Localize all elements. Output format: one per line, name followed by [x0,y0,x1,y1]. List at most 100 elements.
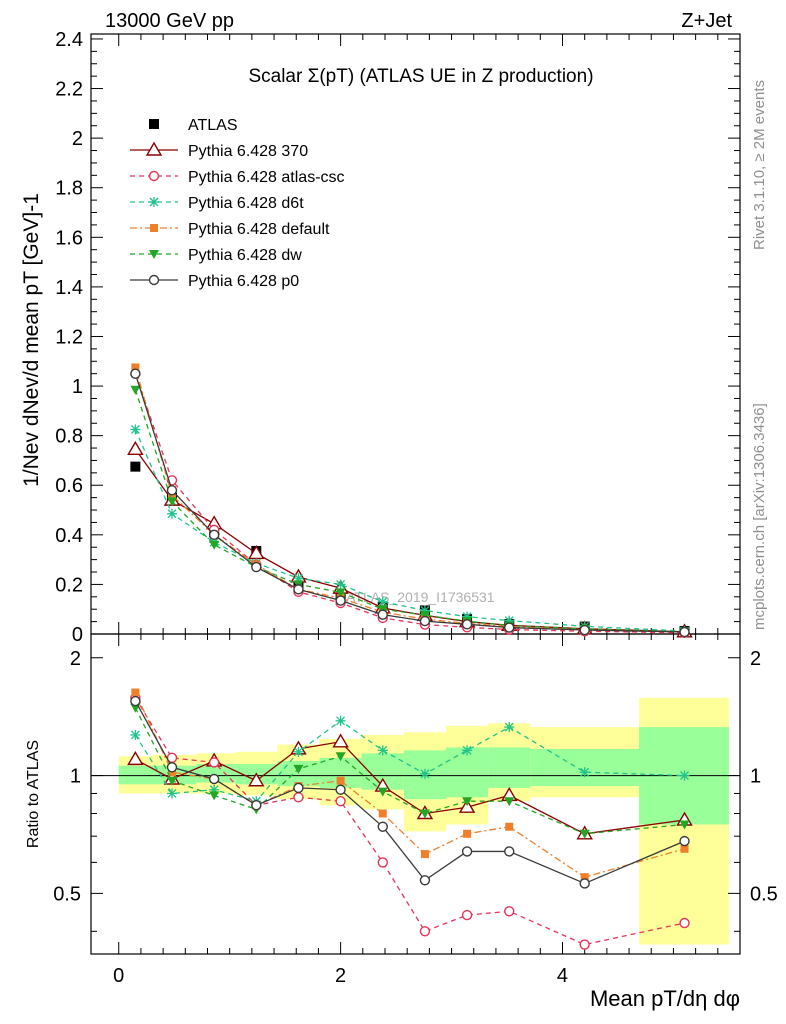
ratio-point [579,878,590,889]
legend-marker-stroke [149,197,159,207]
ratio-point [462,745,473,756]
y-tick-label: 1.6 [55,227,83,249]
ratio-series-2-group [130,715,690,807]
ratio-point [419,809,430,819]
ratio-point [377,787,388,797]
data-point [335,579,346,590]
ratio-point [378,809,387,818]
ratio-point [335,784,346,795]
ratio-point [377,821,388,832]
ratio-point [679,770,690,781]
data-point [166,484,178,496]
ratio-y-tick-label: 1 [70,766,81,788]
ratio-green-band [488,747,531,788]
series-line [134,429,685,632]
ratio-point [166,788,177,799]
ratio-point [680,844,689,853]
series-line [134,389,685,633]
ratio-point [127,750,144,766]
ratio-point [251,800,262,811]
ratio-point [293,764,304,774]
y-tick-label: 0.2 [55,574,83,596]
data-point [335,595,346,606]
data-point-stroke [130,424,140,434]
ratio-point [208,773,220,785]
ratio-point [504,722,515,733]
legend-label: Pythia 6.428 370 [188,143,308,160]
ratio-point-stroke [130,730,140,740]
y-tick-label: 2 [72,128,83,150]
ratio-point [504,906,515,917]
ratio-point-stroke [680,771,689,781]
legend-entry: Pythia 6.428 dw [130,247,302,264]
ratio-point [208,757,220,768]
ratio-point [131,688,140,697]
ratio-point [504,846,515,857]
ratio-line [135,741,685,835]
data-point [208,529,220,541]
ratio-y-axis-label: Ratio to ATLAS [25,740,42,848]
ratio-line [134,700,685,885]
ratio-point [580,873,589,882]
ratio-series-5-group [130,695,690,889]
ratio-green-band [118,765,153,785]
ratio-point [579,767,590,778]
data-point [377,596,388,607]
ratio-y-tick-label-right: 0.5 [750,883,778,905]
y-tick-label: 1 [72,376,83,398]
ratio-point [579,939,590,950]
ratio-y-tick-label-right: 1 [750,766,761,788]
ratio-point-stroke [462,745,472,755]
legend-label: Pythia 6.428 atlas-csc [188,169,345,186]
ratio-line [134,720,685,802]
series-line [134,373,685,634]
x-tick-label: 2 [335,965,346,987]
ratio-point [458,798,476,813]
ratio-point [166,762,178,773]
ratio-point-stroke [293,747,303,757]
data-point [251,561,262,573]
ratio-line [134,707,685,835]
legend-label: Pythia 6.428 p0 [188,273,299,290]
y-tick-label: 2.2 [55,79,83,101]
ratio-point [335,796,346,807]
x-tick-label: 4 [557,965,568,987]
legend-marker [145,141,163,156]
data-point [131,363,140,372]
ratio-point-stroke [504,722,514,732]
ratio-point [679,917,690,929]
ratio-point [336,776,345,785]
data-point [130,461,141,472]
ratio-point [420,850,429,859]
ratio-point-stroke [336,716,346,726]
data-point [579,624,590,636]
ratio-point-stroke [580,767,590,777]
data-point [504,622,515,633]
legend-marker [149,119,159,129]
legend-marker [149,197,159,207]
series-6-group [130,368,690,638]
legend-entry: ATLAS [149,117,238,134]
ratio-point [462,797,473,807]
data-point [130,424,141,435]
data-point [293,584,304,595]
ratio-point [419,875,431,886]
y-tick-label: 2.4 [55,29,83,51]
data-point-stroke [378,597,388,607]
ratio-point [293,792,304,803]
data-point-stroke [167,509,177,519]
y-tick-label: 0 [72,624,83,646]
y-tick-label: 1.8 [55,178,83,200]
ratio-point-stroke [167,789,177,798]
chart-title: Scalar Σ(pT) (ATLAS UE in Z production) [248,66,593,87]
ratio-point [209,791,220,801]
ratio-y-tick-label-right: 2 [750,648,761,670]
ratio-y-tick-label: 0.5 [53,883,81,905]
legend-entry: Pythia 6.428 default [130,221,330,238]
ratio-y-tick-label: 2 [70,648,81,670]
ratio-plot-frame [90,633,741,955]
ratio-point-stroke [378,745,388,755]
main-y-axis-label: 1/Nev dNev/d mean pT [GeV]-1 [20,193,43,487]
data-point-stroke [336,579,346,589]
